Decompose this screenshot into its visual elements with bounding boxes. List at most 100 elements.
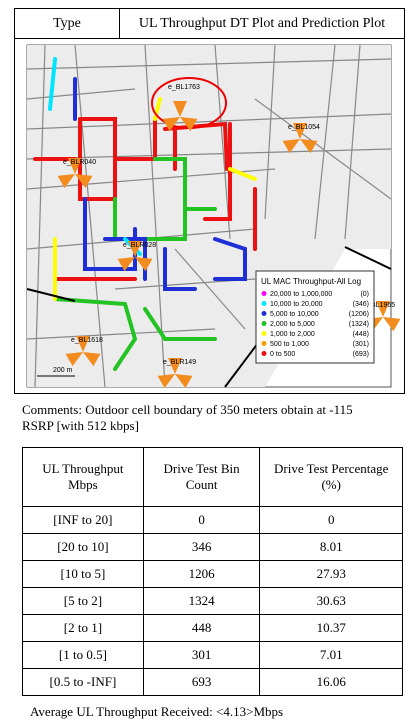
drive-routes bbox=[33, 57, 257, 371]
legend-count: (0) bbox=[360, 291, 369, 298]
legend-range: 1,000 to 2,000 bbox=[270, 331, 315, 338]
table-cell: [10 to 5] bbox=[22, 560, 144, 588]
antenna bbox=[135, 257, 153, 272]
route bbox=[53, 297, 217, 371]
table-row: [20 to 10] 346 8.01 bbox=[22, 533, 403, 561]
map: e_BL1763 e_BL1054 e_BLR040 e_BLR028 BL1965 e_… bbox=[26, 44, 401, 389]
antenna bbox=[300, 139, 318, 154]
site-label: BL1965 bbox=[371, 302, 395, 309]
legend-swatch bbox=[261, 311, 267, 316]
legend-range: 10,000 to 20,000 bbox=[270, 301, 323, 308]
road bbox=[26, 148, 392, 160]
table-cell: 693 bbox=[142, 668, 261, 696]
site-label: e_BL1763 bbox=[168, 84, 200, 91]
type-label: Type bbox=[15, 9, 120, 38]
antenna bbox=[376, 301, 390, 317]
antenna bbox=[68, 158, 82, 174]
table-cell: [2 to 1] bbox=[22, 614, 144, 642]
antenna bbox=[57, 174, 75, 189]
type-box: Type UL Throughput DT Plot and Predictio… bbox=[14, 8, 405, 394]
legend-swatch bbox=[261, 331, 267, 336]
road bbox=[264, 44, 276, 220]
antenna bbox=[293, 123, 307, 139]
road bbox=[74, 44, 106, 388]
antenna bbox=[157, 374, 175, 389]
route bbox=[113, 157, 217, 241]
comments: Comments: Outdoor cell boundary of 350 m… bbox=[22, 402, 353, 433]
road bbox=[254, 98, 392, 200]
road bbox=[314, 44, 336, 240]
legend-range: 500 to 1,000 bbox=[270, 341, 309, 348]
legend-swatch bbox=[261, 291, 267, 296]
table-cell: 10.37 bbox=[259, 614, 403, 642]
site-label: e_BL1054 bbox=[288, 124, 320, 131]
table-cell: [INF to 20] bbox=[22, 506, 144, 534]
legend-count: (693) bbox=[353, 351, 369, 358]
table-cell: 30.63 bbox=[259, 587, 403, 615]
site-label: e_BLR149 bbox=[163, 359, 196, 366]
type-row: Type UL Throughput DT Plot and Predictio… bbox=[15, 9, 404, 39]
antenna bbox=[65, 352, 83, 367]
legend-swatch bbox=[261, 301, 267, 306]
table-row: [0.5 to -INF] 693 16.06 bbox=[22, 668, 403, 696]
legend-count: (346) bbox=[353, 301, 369, 308]
legend-range: 20,000 to 1,000,000 bbox=[270, 291, 332, 298]
legend-range: 2,000 to 5,000 bbox=[270, 321, 315, 328]
road bbox=[26, 113, 392, 130]
scale-label: 200 m bbox=[53, 367, 73, 374]
site-label: e_BLR028 bbox=[123, 242, 156, 249]
table-cell: 448 bbox=[142, 614, 261, 642]
roads bbox=[26, 44, 392, 388]
table-cell: 16.06 bbox=[259, 668, 403, 696]
antenna bbox=[83, 352, 101, 367]
legend-swatch bbox=[261, 341, 267, 346]
road bbox=[344, 44, 361, 240]
table-cell: 0 bbox=[259, 506, 403, 534]
table-row: [2 to 1] 448 10.37 bbox=[22, 614, 403, 642]
road bbox=[214, 44, 231, 240]
antenna bbox=[383, 317, 401, 332]
antenna bbox=[76, 336, 90, 352]
antenna bbox=[175, 374, 193, 389]
antenna bbox=[168, 358, 182, 374]
road bbox=[26, 88, 136, 100]
table-cell: Drive Test Percentage (%) bbox=[259, 447, 403, 507]
table-cell: [20 to 10] bbox=[22, 533, 144, 561]
antenna bbox=[180, 117, 198, 132]
road bbox=[144, 44, 166, 388]
antenna bbox=[162, 117, 180, 132]
legend-count: (1206) bbox=[349, 311, 369, 318]
legend-count: (448) bbox=[353, 331, 369, 338]
table-row: [10 to 5] 1206 27.93 bbox=[22, 560, 403, 588]
table-cell: 27.93 bbox=[259, 560, 403, 588]
table-cell: 0 bbox=[142, 506, 261, 534]
table-cell: 301 bbox=[142, 641, 261, 669]
type-title: UL Throughput DT Plot and Prediction Plo… bbox=[138, 15, 386, 31]
table-row: [5 to 2] 1324 30.63 bbox=[22, 587, 403, 615]
site-label: e_BLR040 bbox=[63, 159, 96, 166]
table-cell: 1206 bbox=[142, 560, 261, 588]
legend-swatch bbox=[261, 321, 267, 326]
legend-range: 5,000 to 10,000 bbox=[270, 311, 319, 318]
table-cell: [1 to 0.5] bbox=[22, 641, 144, 669]
table-cell: Drive Test Bin Count bbox=[142, 447, 261, 507]
road bbox=[174, 248, 246, 330]
table-cell: 7.01 bbox=[259, 641, 403, 669]
legend-box bbox=[255, 270, 375, 364]
antenna bbox=[75, 174, 93, 189]
road bbox=[26, 328, 216, 340]
table-row: [INF to 20] 0 0 bbox=[22, 506, 403, 534]
table-cell: 346 bbox=[142, 533, 261, 561]
antenna bbox=[117, 257, 135, 272]
antenna bbox=[173, 101, 187, 117]
footer: Average UL Throughput Received: <4.13>Mb… bbox=[30, 704, 284, 719]
table-cell: 1324 bbox=[142, 587, 261, 615]
table-cell: [5 to 2] bbox=[22, 587, 144, 615]
antenna bbox=[282, 139, 300, 154]
table-cell: 8.01 bbox=[259, 533, 403, 561]
legend-count: (1324) bbox=[349, 321, 369, 328]
site-label: e_BL1618 bbox=[71, 337, 103, 344]
table-row: UL Throughput Mbps Drive Test Bin Count Dr… bbox=[22, 447, 403, 507]
legend-count: (301) bbox=[353, 341, 369, 348]
